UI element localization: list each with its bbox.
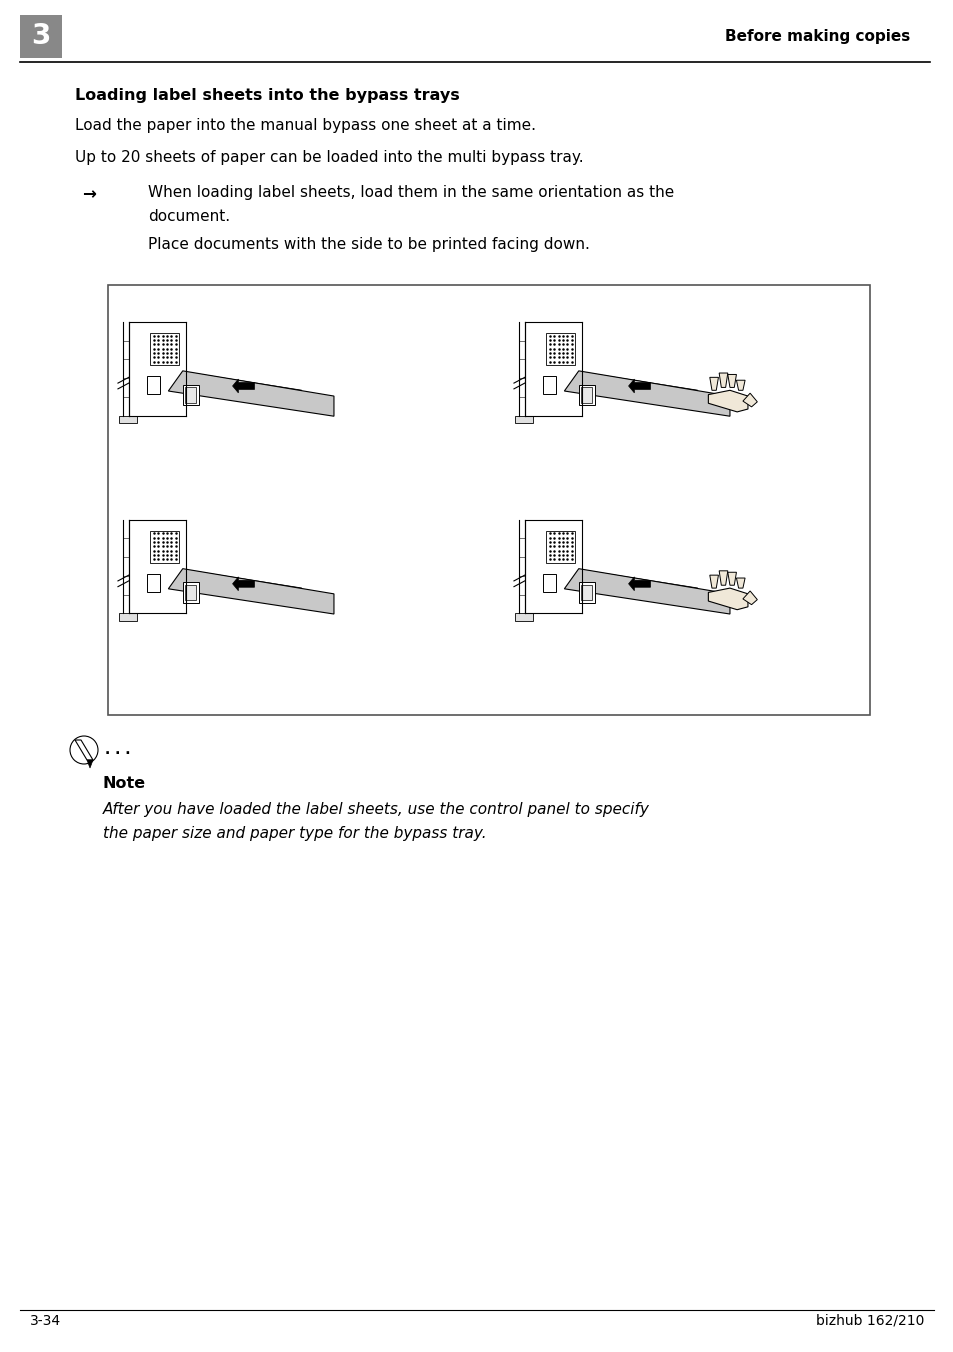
- Polygon shape: [515, 415, 533, 423]
- Polygon shape: [719, 571, 727, 585]
- Polygon shape: [742, 591, 757, 604]
- Polygon shape: [564, 370, 729, 416]
- Polygon shape: [186, 383, 301, 408]
- FancyBboxPatch shape: [542, 573, 556, 592]
- Polygon shape: [119, 415, 137, 423]
- Polygon shape: [186, 372, 301, 402]
- Text: the paper size and paper type for the bypass tray.: the paper size and paper type for the by…: [103, 826, 486, 841]
- FancyBboxPatch shape: [185, 387, 196, 403]
- Text: Place documents with the side to be printed facing down.: Place documents with the side to be prin…: [148, 237, 589, 251]
- Polygon shape: [233, 379, 254, 393]
- Polygon shape: [515, 614, 533, 621]
- FancyBboxPatch shape: [580, 584, 592, 600]
- Polygon shape: [186, 571, 301, 599]
- FancyBboxPatch shape: [580, 387, 592, 403]
- Polygon shape: [581, 383, 697, 408]
- Polygon shape: [709, 377, 718, 391]
- Polygon shape: [119, 614, 137, 621]
- Text: 3: 3: [31, 23, 51, 50]
- Polygon shape: [708, 588, 747, 610]
- Polygon shape: [628, 379, 650, 393]
- Polygon shape: [727, 572, 736, 585]
- Text: Load the paper into the manual bypass one sheet at a time.: Load the paper into the manual bypass on…: [75, 118, 536, 132]
- Text: →: →: [82, 185, 95, 203]
- Polygon shape: [736, 579, 744, 588]
- Text: . . .: . . .: [105, 744, 131, 757]
- Polygon shape: [87, 760, 92, 768]
- FancyBboxPatch shape: [546, 530, 575, 562]
- Text: document.: document.: [148, 210, 230, 224]
- Polygon shape: [727, 375, 736, 388]
- Polygon shape: [581, 571, 697, 599]
- Polygon shape: [708, 391, 747, 412]
- FancyBboxPatch shape: [20, 15, 62, 58]
- Polygon shape: [168, 569, 334, 614]
- FancyBboxPatch shape: [185, 584, 196, 600]
- FancyBboxPatch shape: [578, 583, 594, 603]
- Text: Loading label sheets into the bypass trays: Loading label sheets into the bypass tra…: [75, 88, 459, 103]
- FancyBboxPatch shape: [546, 333, 575, 365]
- Polygon shape: [168, 370, 334, 416]
- FancyBboxPatch shape: [151, 530, 179, 562]
- Polygon shape: [233, 577, 254, 591]
- FancyBboxPatch shape: [542, 376, 556, 393]
- Polygon shape: [736, 380, 744, 391]
- Text: Before making copies: Before making copies: [724, 28, 909, 43]
- Text: Up to 20 sheets of paper can be loaded into the multi bypass tray.: Up to 20 sheets of paper can be loaded i…: [75, 150, 583, 165]
- FancyBboxPatch shape: [151, 333, 179, 365]
- FancyBboxPatch shape: [578, 384, 594, 404]
- Text: 3-34: 3-34: [30, 1314, 61, 1328]
- Polygon shape: [581, 581, 697, 606]
- FancyBboxPatch shape: [183, 384, 198, 404]
- Polygon shape: [742, 393, 757, 407]
- Text: bizhub 162/210: bizhub 162/210: [815, 1314, 923, 1328]
- Polygon shape: [186, 581, 301, 606]
- Polygon shape: [719, 373, 727, 388]
- Text: When loading label sheets, load them in the same orientation as the: When loading label sheets, load them in …: [148, 185, 674, 200]
- FancyBboxPatch shape: [183, 583, 198, 603]
- Polygon shape: [564, 569, 729, 614]
- FancyBboxPatch shape: [147, 573, 159, 592]
- Text: Note: Note: [103, 776, 146, 791]
- FancyBboxPatch shape: [147, 376, 159, 393]
- Text: After you have loaded the label sheets, use the control panel to specify: After you have loaded the label sheets, …: [103, 802, 649, 817]
- Polygon shape: [75, 740, 92, 760]
- FancyBboxPatch shape: [108, 285, 869, 715]
- Polygon shape: [581, 372, 697, 402]
- Polygon shape: [709, 575, 718, 588]
- Polygon shape: [628, 577, 650, 591]
